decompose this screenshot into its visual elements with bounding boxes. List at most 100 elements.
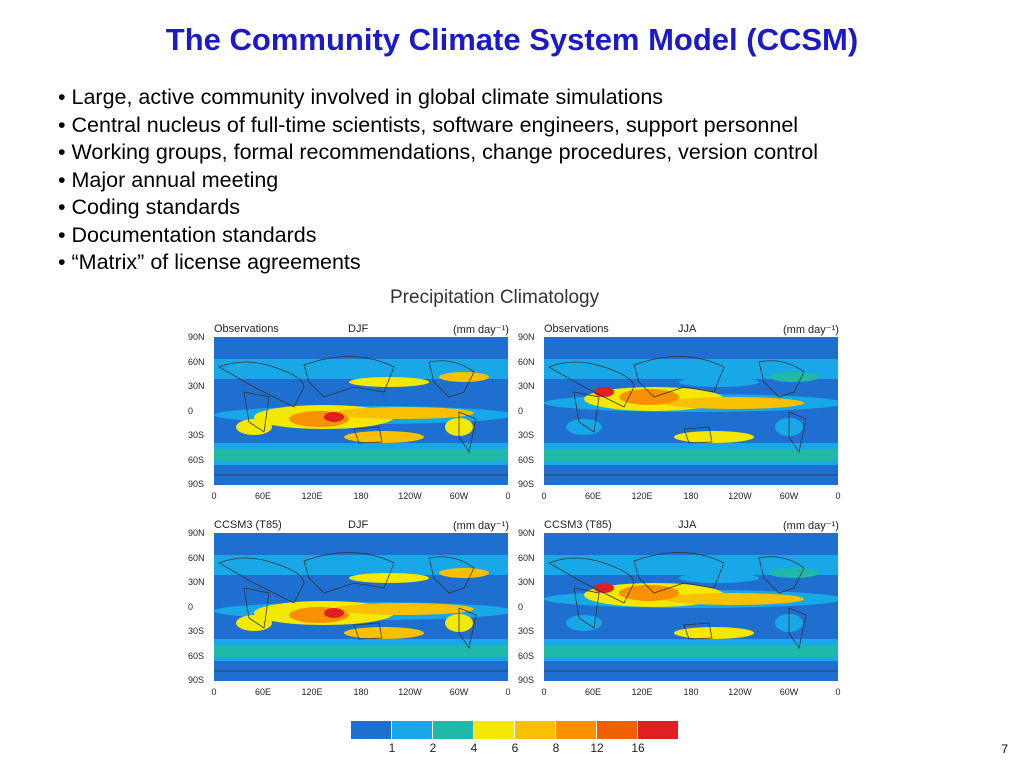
colorbar-swatch — [597, 721, 638, 739]
figure-title: Precipitation Climatology — [390, 287, 600, 308]
panel-units-label: (mm day⁻¹) — [453, 520, 509, 532]
lat-tick-label: 90S — [518, 479, 535, 489]
bullet-item: • Central nucleus of full-time scientist… — [58, 112, 799, 137]
precip-field — [214, 337, 508, 485]
colorbar-label: 1 — [388, 741, 396, 755]
panel-source-label: CCSM3 (T85) — [214, 519, 282, 531]
panel-season-label: JJA — [678, 323, 697, 335]
colorbar-swatch — [351, 721, 392, 739]
lon-tick-label: 0 — [541, 687, 547, 697]
lat-tick-label: 30N — [518, 381, 535, 391]
lat-tick-label: 30S — [188, 626, 205, 636]
panel-source-label: CCSM3 (T85) — [544, 519, 612, 531]
lon-tick-label: 0 — [835, 491, 841, 501]
lat-tick-label: 30N — [518, 577, 535, 587]
lon-tick-label: 180 — [353, 687, 369, 697]
lon-tick-label: 60W — [449, 491, 469, 501]
precip-map — [214, 533, 508, 681]
lat-tick-label: 60S — [518, 454, 535, 465]
colorbar-label: 6 — [511, 741, 519, 755]
lon-tick-label: 120E — [301, 491, 323, 501]
precip-map — [544, 337, 838, 485]
lat-tick-label: 90S — [188, 479, 205, 489]
lon-tick-label: 180 — [353, 491, 369, 501]
bullet-item: • “Matrix” of license agreements — [58, 250, 361, 274]
colorbar-swatch — [556, 721, 597, 739]
map-panel-ccsm-djf: CCSM3 (T85) DJF (mm day⁻¹) 90N 60N 30N 0 30S… — [188, 519, 518, 709]
lat-tick-label: 90N — [188, 332, 205, 342]
lat-tick-label: 30N — [188, 577, 205, 587]
lat-tick-label: 30S — [518, 626, 535, 636]
panel-season-label: DJF — [348, 519, 369, 531]
lat-tick-label: 90N — [518, 528, 535, 538]
lon-tick-label: 180 — [683, 491, 699, 501]
lon-tick-label: 60E — [584, 687, 602, 697]
lat-tick-label: 90S — [518, 675, 535, 685]
bullet-item: • Large, active community involved in gl… — [58, 85, 664, 109]
lon-tick-label: 0 — [835, 687, 841, 697]
lat-tick-label: 0 — [518, 405, 524, 416]
bullet-item: • Coding standards — [58, 195, 241, 219]
lat-tick-label: 90S — [188, 675, 205, 685]
lat-tick-label: 30N — [188, 381, 205, 391]
bullet-item: • Working groups, formal recommendations… — [58, 140, 818, 164]
lon-tick-label: 120E — [631, 687, 653, 697]
lat-tick-label: 30S — [518, 430, 535, 440]
colorbar-label: 8 — [552, 741, 560, 755]
colorbar-label: 2 — [429, 741, 437, 755]
lat-tick-label: 60N — [188, 552, 205, 563]
bullet-list: • Large, active community involved in gl… — [58, 84, 818, 277]
lon-tick-label: 0 — [541, 491, 547, 501]
lon-tick-label: 120W — [398, 687, 422, 697]
colorbar-swatch — [515, 721, 556, 739]
map-panel-obs-jja: Observations JJA (mm day⁻¹) 90N 60N 30N 0 30… — [518, 323, 848, 513]
colorbar-swatch — [392, 721, 433, 739]
colorbar-swatch — [638, 721, 679, 739]
lon-tick-label: 0 — [211, 491, 217, 501]
lon-tick-label: 180 — [683, 687, 699, 697]
lat-tick-label: 0 — [518, 601, 524, 612]
precip-field — [544, 533, 838, 681]
lon-tick-label: 120W — [728, 687, 752, 697]
precip-field — [544, 337, 838, 485]
lon-tick-label: 60W — [779, 687, 799, 697]
panel-units-label: (mm day⁻¹) — [783, 520, 839, 532]
bullet-item: • Major annual meeting — [58, 167, 279, 192]
panel-season-label: DJF — [348, 323, 369, 335]
lon-tick-label: 60W — [779, 491, 799, 501]
colorbar-label: 16 — [631, 741, 645, 755]
lat-tick-label: 60S — [518, 650, 535, 661]
lat-tick-label: 60S — [188, 454, 205, 465]
page-number: 7 — [1001, 742, 1008, 756]
colorbar — [351, 721, 679, 739]
lon-tick-label: 60E — [254, 491, 272, 501]
lon-tick-label: 120W — [398, 491, 422, 501]
lat-tick-label: 60N — [188, 356, 205, 367]
precip-field — [214, 533, 508, 681]
lon-tick-label: 120E — [301, 687, 323, 697]
lat-tick-label: 90N — [188, 528, 205, 538]
precip-map — [214, 337, 508, 485]
lat-tick-label: 30S — [188, 430, 205, 440]
bullet-item: • Documentation standards — [58, 222, 317, 247]
panel-units-label: (mm day⁻¹) — [453, 324, 509, 336]
lon-tick-label: 120W — [728, 491, 752, 501]
lon-tick-label: 0 — [505, 687, 511, 697]
panel-source-label: Observations — [544, 323, 609, 335]
slide-title: The Community Climate System Model (CCSM… — [165, 22, 859, 57]
panel-source-label: Observations — [214, 323, 279, 335]
lon-tick-label: 60E — [584, 491, 602, 501]
map-panel-obs-djf: Observations DJF (mm day⁻¹) 90N 60N 30N 0 30… — [188, 323, 518, 513]
panel-units-label: (mm day⁻¹) — [783, 324, 839, 336]
precipitation-figure: Precipitation Climatology Observations D… — [188, 283, 848, 758]
panel-season-label: JJA — [678, 519, 697, 531]
lat-tick-label: 60S — [188, 650, 205, 661]
lon-tick-label: 60E — [254, 687, 272, 697]
colorbar-swatch — [433, 721, 474, 739]
lat-tick-label: 0 — [188, 601, 194, 612]
lat-tick-label: 0 — [188, 405, 194, 416]
lon-tick-label: 120E — [631, 491, 653, 501]
lat-tick-label: 90N — [518, 332, 535, 342]
map-panel-ccsm-jja: CCSM3 (T85) JJA (mm day⁻¹) 90N 60N 30N 0 30S… — [518, 519, 848, 709]
lon-tick-label: 0 — [211, 687, 217, 697]
